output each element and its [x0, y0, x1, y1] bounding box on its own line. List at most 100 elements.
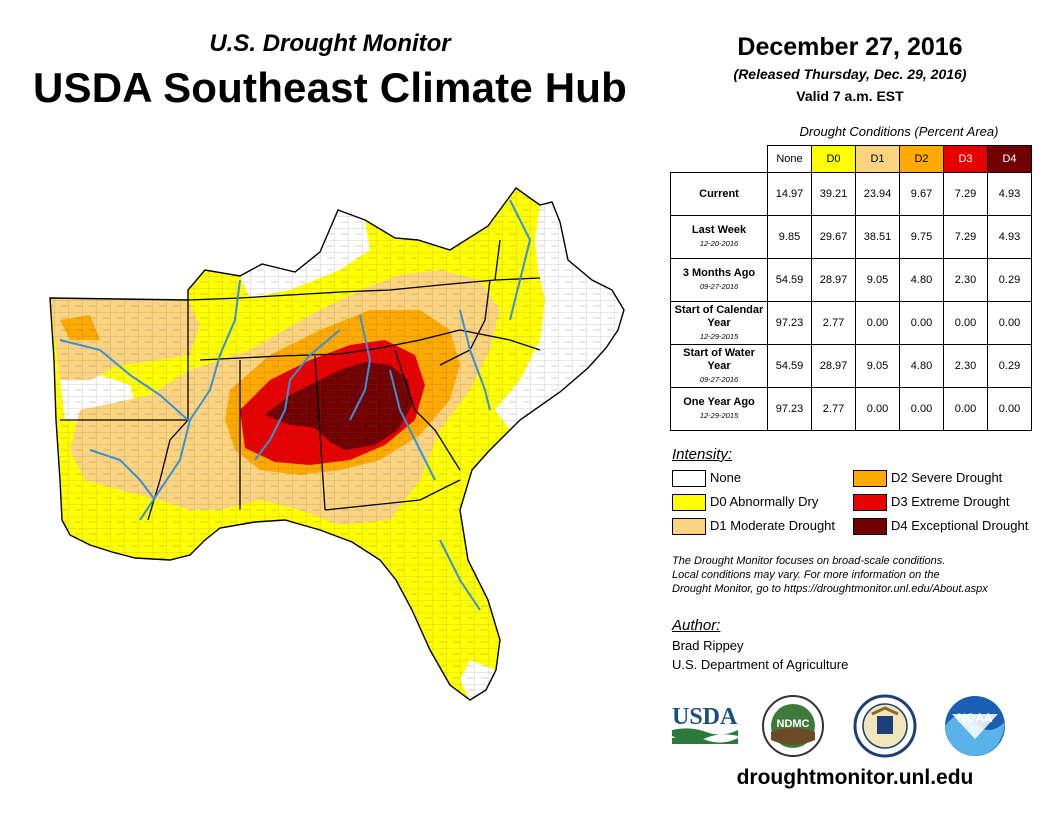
row-label: Start of Calendar Year 12-29-2015	[670, 301, 768, 345]
table-cell: 4.80	[899, 258, 944, 302]
drought-note: The Drought Monitor focuses on broad-sca…	[672, 554, 1042, 596]
row-label: 3 Months Ago 09-27-2016	[670, 258, 768, 302]
table-cell: 0.00	[987, 301, 1032, 345]
table-cell: 4.80	[899, 344, 944, 388]
row-date: 09-27-2016	[699, 282, 739, 291]
map-date: December 27, 2016	[737, 33, 963, 61]
legend-swatch	[853, 494, 887, 511]
table-cell: 0.00	[943, 387, 988, 431]
drought-table: None D0 D1 D2 D3 D4 Current 14.97 39.21 23.…	[670, 145, 1032, 431]
legend-label: D0 Abnormally Dry	[710, 494, 819, 509]
author-name: Brad Rippey	[672, 638, 744, 653]
table-cell: 28.97	[811, 258, 856, 302]
state-boundaries	[60, 239, 541, 521]
table-cell: 4.93	[987, 172, 1032, 216]
table-cell: 0.00	[899, 387, 944, 431]
drought-map	[49, 187, 625, 701]
table-cell: 2.30	[943, 258, 988, 302]
table-row: Start of Calendar Year 12-29-2015 97.23 2.7…	[670, 301, 1032, 345]
table-cell: 9.85	[767, 215, 812, 259]
table-cell: 0.29	[987, 258, 1032, 302]
table-cell: 4.93	[987, 215, 1032, 259]
col-header-d0: D0	[811, 145, 856, 173]
row-label-text: Start of Water Year	[683, 346, 755, 372]
table-cell: 0.29	[987, 344, 1032, 388]
usda-logo: USDA	[672, 704, 738, 744]
release-date: (Released Thursday, Dec. 29, 2016)	[733, 66, 967, 82]
map-subtitle: U.S. Drought Monitor	[209, 30, 451, 57]
ndmc-logo: NDMC	[762, 695, 824, 757]
map-title: USDA Southeast Climate Hub	[32, 64, 628, 111]
table-cell: 2.30	[943, 344, 988, 388]
note-line: Local conditions may vary. For more info…	[672, 569, 940, 581]
row-label-text: Current	[699, 187, 739, 200]
legend-swatch	[853, 470, 887, 487]
note-line: The Drought Monitor focuses on broad-sca…	[672, 555, 946, 567]
table-cell: 97.23	[767, 301, 812, 345]
row-date: 12-29-2015	[699, 411, 739, 420]
table-cell: 9.75	[899, 215, 944, 259]
table-caption: Drought Conditions (Percent Area)	[799, 124, 999, 139]
table-cell: 7.29	[943, 172, 988, 216]
legend-label: D3 Extreme Drought	[891, 494, 1010, 509]
col-header-d3: D3	[943, 145, 988, 173]
legend-swatch	[672, 518, 706, 535]
col-header-none: None	[767, 145, 812, 173]
table-row: One Year Ago 12-29-2015 97.23 2.77 0.00 0.00 0…	[670, 387, 1032, 431]
table-cell: 7.29	[943, 215, 988, 259]
valid-time: Valid 7 a.m. EST	[796, 88, 904, 104]
table-cell: 9.05	[855, 344, 900, 388]
table-cell: 2.77	[811, 387, 856, 431]
table-cell: 39.21	[811, 172, 856, 216]
table-cell: 9.05	[855, 258, 900, 302]
table-cell: 29.67	[811, 215, 856, 259]
row-label: Start of Water Year 09-27-2016	[670, 344, 768, 388]
table-cell: 2.77	[811, 301, 856, 345]
row-label-text: Last Week	[691, 224, 747, 236]
table-row: Start of Water Year 09-27-2016 54.59 28.97 9…	[670, 344, 1032, 388]
row-label: Current	[670, 172, 768, 216]
row-label: Last Week 12-20-2016	[670, 215, 768, 259]
author-org: U.S. Department of Agriculture	[672, 657, 849, 672]
table-cell: 54.59	[767, 258, 812, 302]
table-cell: 0.00	[899, 301, 944, 345]
row-label-text: One Year Ago	[683, 396, 755, 408]
rivers	[59, 199, 532, 611]
row-date: 12-29-2015	[699, 331, 739, 341]
legend-label: None	[710, 470, 742, 485]
row-label-text: 3 Months Ago	[682, 267, 756, 279]
website-link[interactable]: droughtmonitor.unl.edu	[736, 766, 974, 789]
author-title: Author:	[672, 617, 721, 634]
table-cell: 23.94	[855, 172, 900, 216]
table-cell: 14.97	[767, 172, 812, 216]
row-label-text: Start of Calendar Year	[674, 303, 764, 329]
note-line: Drought Monitor, go to https://droughtmo…	[672, 583, 988, 595]
row-date: 12-20-2016	[699, 239, 739, 248]
legend-label: D2 Severe Drought	[891, 470, 1003, 485]
table-cell: 28.97	[811, 344, 856, 388]
svg-text:USDA: USDA	[672, 704, 738, 730]
table-row: Current 14.97 39.21 23.94 9.67 7.29 4.93	[670, 172, 1032, 216]
usda-seal-logo	[853, 694, 917, 758]
table-cell: 97.23	[767, 387, 812, 431]
col-header-d2: D2	[899, 145, 944, 173]
row-date: 09-27-2016	[699, 374, 739, 384]
table-cell: 0.00	[943, 301, 988, 345]
legend-label: D1 Moderate Drought	[710, 518, 836, 533]
col-header-d1: D1	[855, 145, 900, 173]
table-cell: 38.51	[855, 215, 900, 259]
table-cell: 0.00	[987, 387, 1032, 431]
table-cell: 9.67	[899, 172, 944, 216]
table-cell: 54.59	[767, 344, 812, 388]
svg-text:NDMC: NDMC	[777, 718, 810, 730]
legend-swatch	[672, 494, 706, 511]
legend-swatch	[853, 518, 887, 535]
table-cell: 0.00	[855, 387, 900, 431]
noaa-logo: NOAA	[945, 696, 1005, 756]
table-cell: 0.00	[855, 301, 900, 345]
legend-title: Intensity:	[672, 446, 733, 463]
legend-swatch	[672, 470, 706, 487]
col-header-d4: D4	[987, 145, 1032, 173]
table-row: Last Week 12-20-2016 9.85 29.67 38.51 9.75 7.2…	[670, 215, 1032, 259]
svg-text:NOAA: NOAA	[957, 711, 993, 725]
